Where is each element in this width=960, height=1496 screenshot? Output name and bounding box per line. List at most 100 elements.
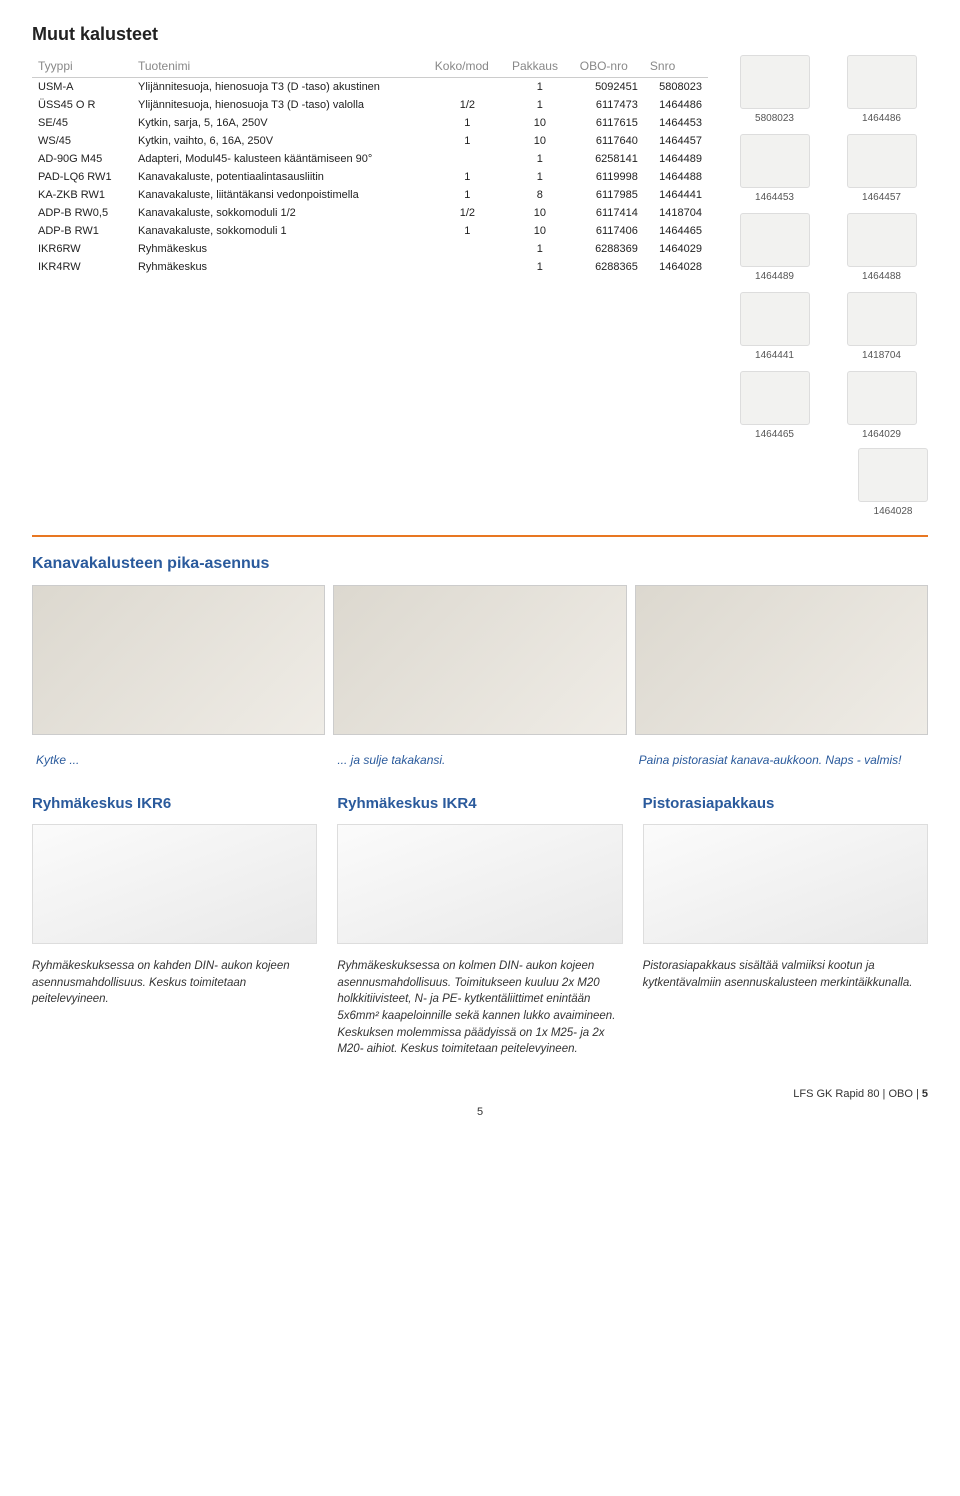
table-cell: 10 [506,114,574,132]
table-row: WS/45Kytkin, vaihto, 6, 16A, 250V1106117… [32,132,708,150]
thumb-image [740,55,810,109]
table-cell: KA-ZKB RW1 [32,186,132,204]
col-title: Pistorasiapakkaus [643,795,928,812]
extra-thumb-row: 1464028 [728,448,928,517]
table-cell: 1464457 [644,132,708,150]
table-cell: 1464441 [644,186,708,204]
table-cell: PAD-LQ6 RW1 [32,168,132,186]
table-cell: 10 [506,222,574,240]
table-cell: Kanavakaluste, sokkomoduli 1 [132,222,429,240]
table-cell: 1 [506,78,574,97]
table-row: USM-AYlijännitesuoja, hienosuoja T3 (D -… [32,78,708,97]
table-cell: 1 [506,150,574,168]
table-cell: 1464028 [644,258,708,276]
table-cell: 6117640 [574,132,644,150]
product-thumb: 1464029 [835,371,928,440]
table-cell [429,240,506,258]
table-cell: 10 [506,132,574,150]
thumb-label: 1464486 [862,113,901,124]
product-thumb: 1464488 [835,213,928,282]
table-cell: 1464465 [644,222,708,240]
product-thumb: 1464441 [728,292,821,361]
product-table: TyyppiTuotenimiKoko/modPakkausOBO-nroSnr… [32,55,708,276]
footer-sep2: | [913,1088,922,1100]
caption-3: Paina pistorasiat kanava-aukkoon. Naps -… [635,753,928,767]
col-title: Ryhmäkeskus IKR6 [32,795,317,812]
table-cell: Ryhmäkeskus [132,258,429,276]
table-cell: 6117985 [574,186,644,204]
table-cell: WS/45 [32,132,132,150]
product-thumb: 1464453 [728,134,821,203]
table-header: Pakkaus [506,55,574,78]
table-row: PAD-LQ6 RW1Kanavakaluste, potentiaalinta… [32,168,708,186]
thumb-image [847,371,917,425]
col-text: Ryhmäkeskuksessa on kolmen DIN- aukon ko… [337,958,622,1058]
table-cell: Kanavakaluste, sokkomoduli 1/2 [132,204,429,222]
product-image [32,824,317,944]
table-cell: 1464488 [644,168,708,186]
thumb-image [740,134,810,188]
thumb-image [847,213,917,267]
table-cell: 1464453 [644,114,708,132]
table-cell: ÜSS45 O R [32,96,132,114]
table-cell: 1 [429,222,506,240]
top-section: TyyppiTuotenimiKoko/modPakkausOBO-nroSnr… [32,55,928,517]
table-header: Snro [644,55,708,78]
thumb-image [847,134,917,188]
table-cell: 6117473 [574,96,644,114]
thumb-image [858,448,928,502]
table-cell [429,78,506,97]
table-row: IKR6RWRyhmäkeskus162883691464029 [32,240,708,258]
table-cell: Ryhmäkeskus [132,240,429,258]
product-thumb: 1464465 [728,371,821,440]
page-footer: LFS GK Rapid 80 | OBO | 5 [32,1088,928,1100]
thumb-label: 1464488 [862,271,901,282]
table-cell [429,258,506,276]
table-cell: 1464486 [644,96,708,114]
divider-orange [32,535,928,537]
table-cell: 6117414 [574,204,644,222]
thumb-column: 5808023 1464486 146445314644571464489 14644… [728,55,928,517]
product-thumb: 1464457 [835,134,928,203]
table-cell: 1464029 [644,240,708,258]
thumb-label: 1464465 [755,429,794,440]
thumb-image [740,292,810,346]
table-header: Tuotenimi [132,55,429,78]
table-cell: ADP-B RW1 [32,222,132,240]
assembly-image-2 [333,585,626,735]
product-thumb: 1464489 [728,213,821,282]
footer-left: LFS GK Rapid 80 [793,1088,879,1100]
caption-1: Kytke ... [32,753,325,767]
table-header: OBO-nro [574,55,644,78]
table-cell: 5808023 [644,78,708,97]
product-image [643,824,928,944]
product-thumb: 1418704 [835,292,928,361]
table-row: IKR4RWRyhmäkeskus162883651464028 [32,258,708,276]
col-title: Ryhmäkeskus IKR4 [337,795,622,812]
product-thumb: 1464486 [835,55,928,124]
thumb-image [847,292,917,346]
table-cell: 6258141 [574,150,644,168]
thumb-image [740,371,810,425]
table-cell: 10 [506,204,574,222]
three-columns: Ryhmäkeskus IKR6 Ryhmäkeskuksessa on kah… [32,795,928,1058]
table-cell [429,150,506,168]
table-cell: 5092451 [574,78,644,97]
table-cell: 6119998 [574,168,644,186]
table-cell: Adapteri, Modul45- kalusteen kääntämisee… [132,150,429,168]
table-cell: Kytkin, vaihto, 6, 16A, 250V [132,132,429,150]
table-cell: Ylijännitesuoja, hienosuoja T3 (D -taso)… [132,78,429,97]
col-text: Ryhmäkeskuksessa on kahden DIN- aukon ko… [32,958,317,1008]
table-cell: 1 [506,258,574,276]
table-cell: 1 [506,240,574,258]
table-cell: 1 [429,114,506,132]
table-cell: SE/45 [32,114,132,132]
product-thumb: 1464028 [858,448,928,517]
table-cell: 1 [429,186,506,204]
table-cell: Ylijännitesuoja, hienosuoja T3 (D -taso)… [132,96,429,114]
assembly-images [32,585,928,735]
table-row: ÜSS45 O RYlijännitesuoja, hienosuoja T3 … [32,96,708,114]
table-cell: 1 [506,96,574,114]
col-ikr4: Ryhmäkeskus IKR4 Ryhmäkeskuksessa on kol… [337,795,622,1058]
thumb-label: 5808023 [755,113,794,124]
